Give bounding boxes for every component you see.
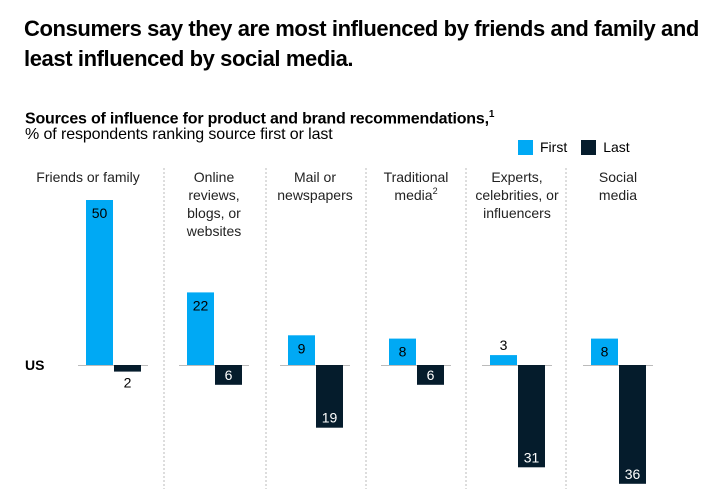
legend-item-last: Last [581,139,630,155]
bar-last [619,365,646,484]
data-label-first: 22 [193,297,209,313]
legend-swatch-first [518,139,533,155]
category-label: Friends or family [36,169,139,185]
category-label: Social [599,169,637,185]
bar-last [518,365,545,468]
category-label: reviews, [188,187,239,203]
category-label: Mail or [294,169,336,185]
bar-first [490,355,517,365]
legend-item-first: First [518,139,567,155]
bar-last [316,365,343,428]
category-label: media [599,187,637,203]
bar-first [591,338,618,365]
category-label: Traditional [384,169,449,185]
chart-title: Consumers say they are most influenced b… [24,16,699,71]
chart-unit-note: % of respondents ranking source first or… [25,126,333,143]
data-label-first: 3 [500,337,508,353]
bar-first [288,335,315,365]
data-label-last: 36 [625,466,641,482]
bar-last [417,365,444,385]
category-label: newspapers [277,187,353,203]
data-label-last: 19 [322,410,338,426]
data-label-first: 8 [601,344,609,360]
data-label-last: 6 [225,367,233,383]
category-label: Experts, [491,169,542,185]
data-label-first: 9 [298,340,306,356]
category-label: websites [186,223,241,239]
category-label: blogs, or [187,205,241,221]
category-label: influencers [483,205,551,221]
bar-first [389,338,416,365]
data-label-last: 2 [124,375,132,391]
subtitle-footnote: 1 [488,109,495,120]
category-footnote: 2 [433,186,438,196]
legend-swatch-last [581,139,597,155]
row-label: US [25,357,44,373]
bar-last [215,365,242,385]
data-label-last: 31 [524,449,540,465]
bar-first [187,292,214,365]
legend-label-first: First [540,139,568,155]
category-label: Online [194,169,235,185]
data-label-last: 6 [427,367,435,383]
data-label-first: 50 [92,205,108,221]
bar-last [114,365,141,372]
bar-first [86,200,113,365]
subtitle-text: Sources of influence for product and bra… [25,110,489,128]
category-label: media2 [394,186,437,203]
data-label-first: 8 [399,344,407,360]
legend: First Last [518,139,644,155]
legend-label-last: Last [603,139,630,155]
chart-subtitle: Sources of influence for product and bra… [25,105,494,129]
category-label: celebrities, or [475,187,559,203]
